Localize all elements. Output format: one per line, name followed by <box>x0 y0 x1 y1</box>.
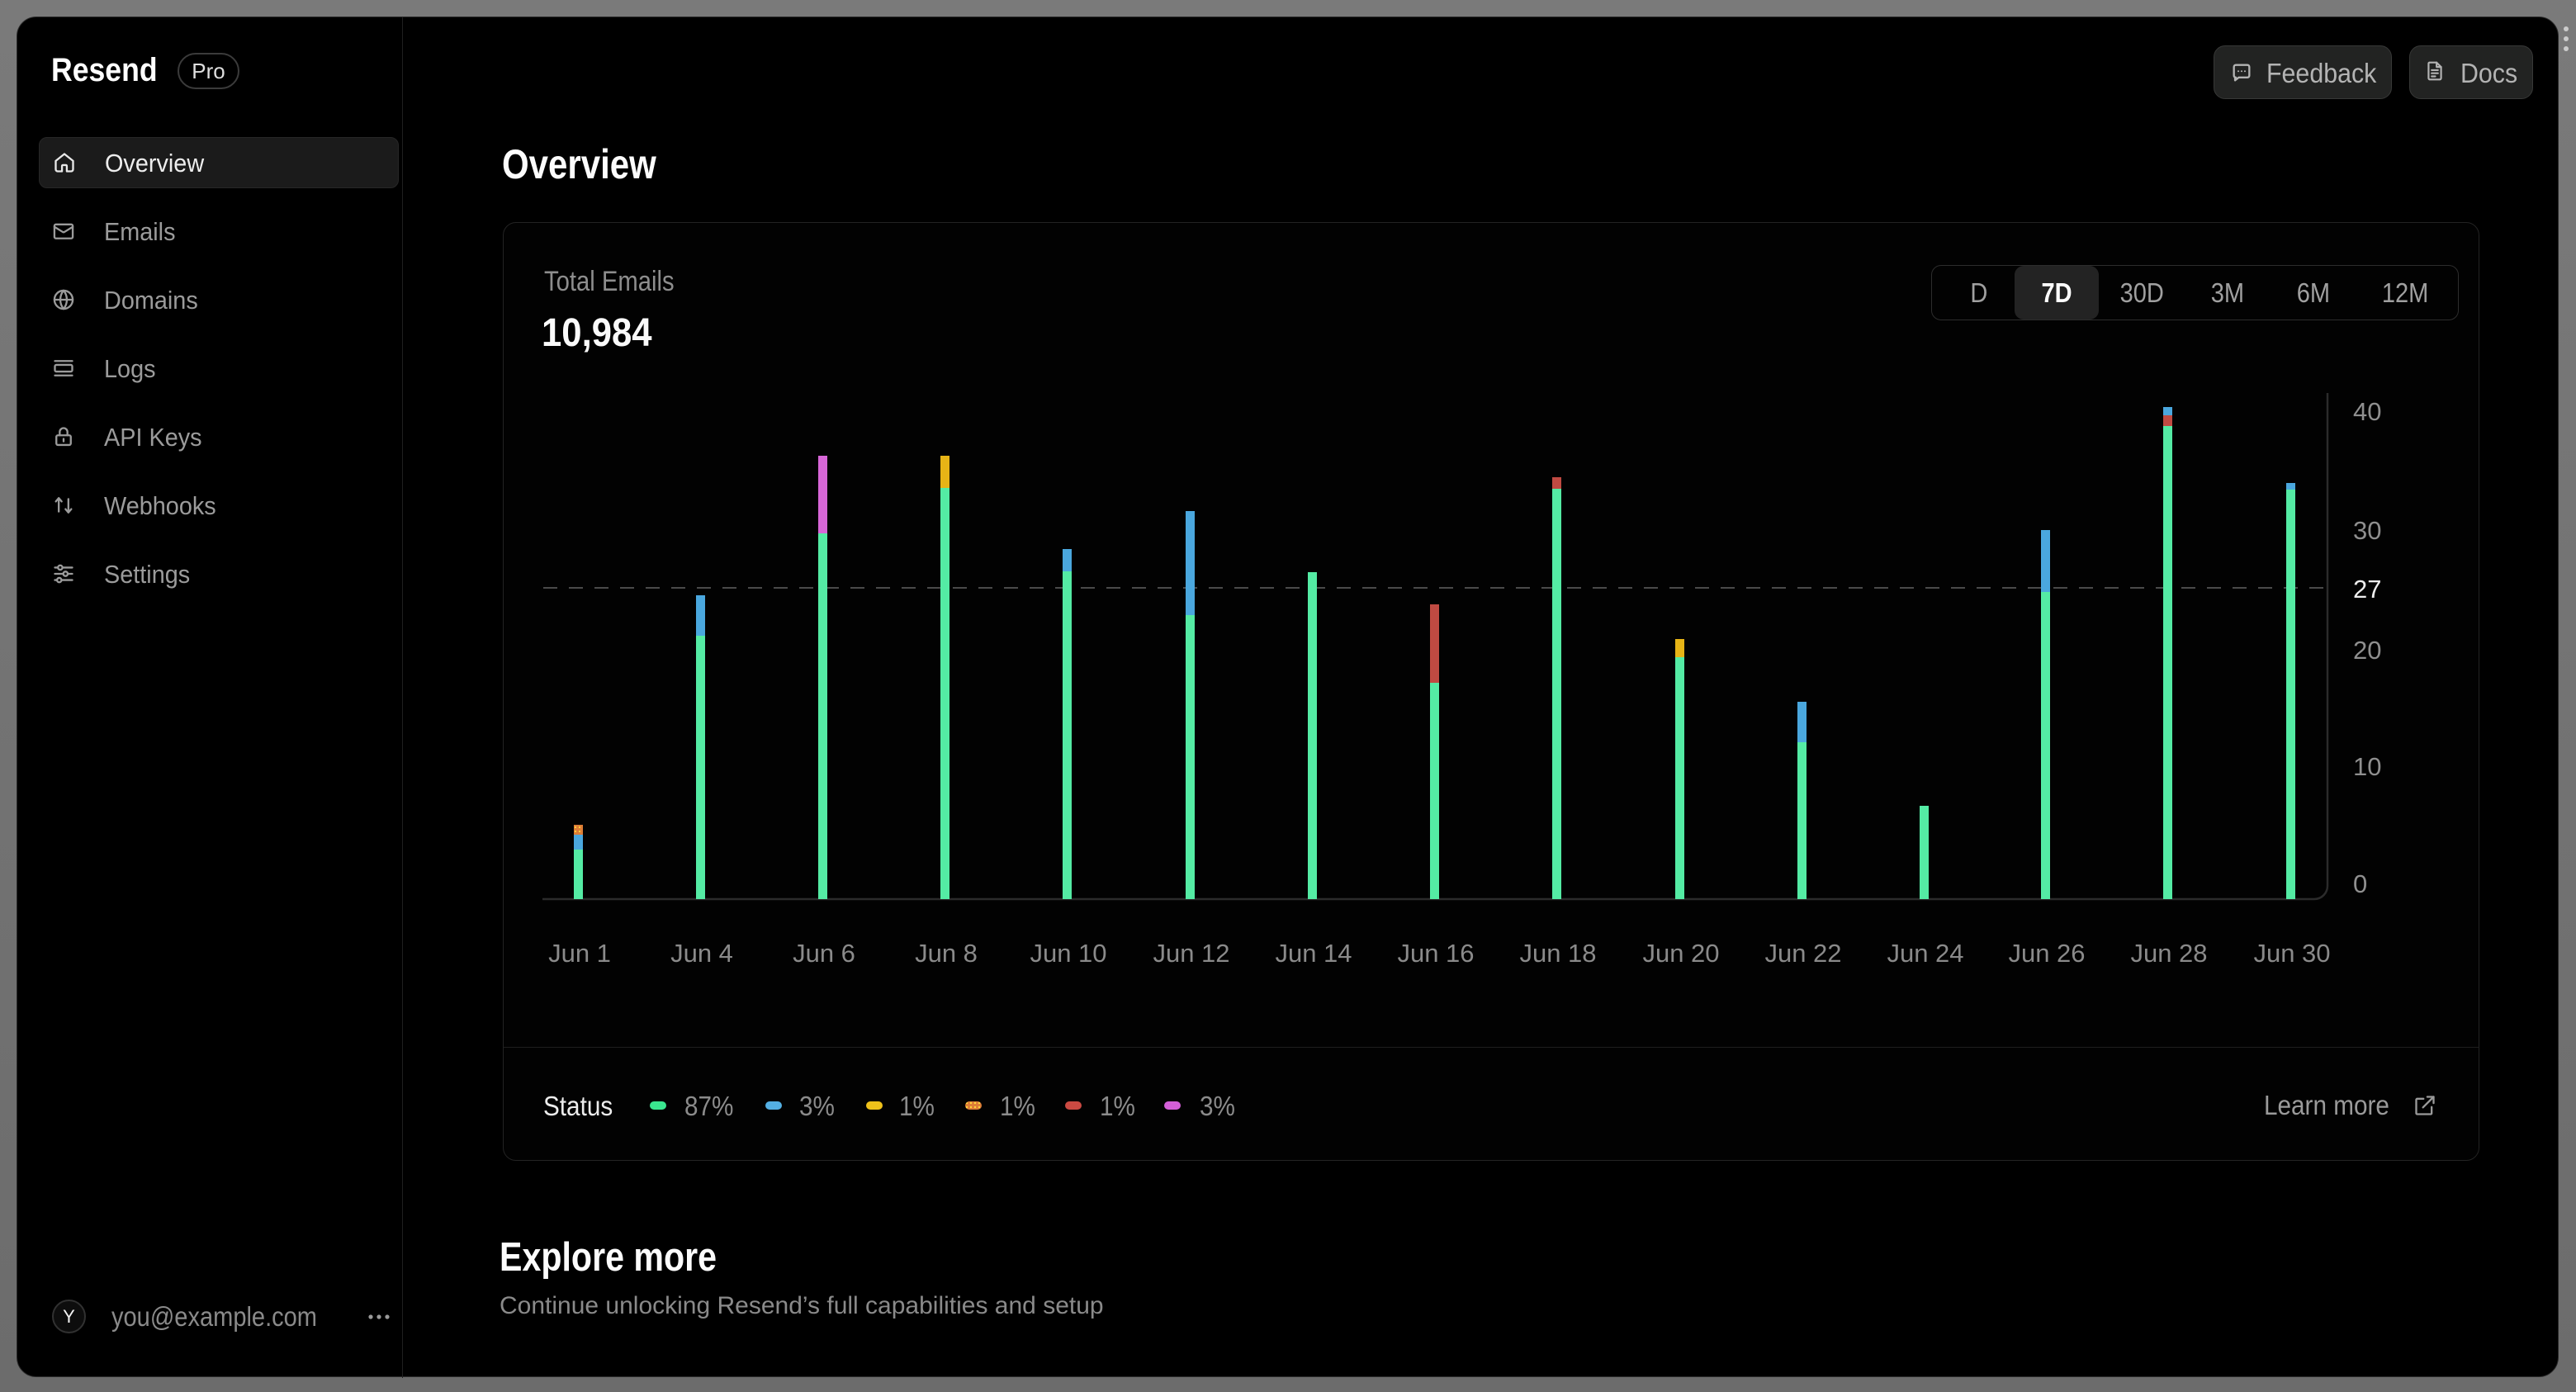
svg-text:Jun 4: Jun 4 <box>670 939 733 968</box>
svg-text:10: 10 <box>2353 752 2381 781</box>
svg-text:40: 40 <box>2353 397 2381 426</box>
svg-text:Jun 8: Jun 8 <box>915 939 978 968</box>
svg-text:Jun 6: Jun 6 <box>793 939 855 968</box>
svg-text:Jun 18: Jun 18 <box>1519 939 1596 968</box>
svg-text:Jun 22: Jun 22 <box>1764 939 1841 968</box>
svg-text:Jun 14: Jun 14 <box>1275 939 1352 968</box>
svg-text:Jun 26: Jun 26 <box>2008 939 2085 968</box>
svg-text:Jun 28: Jun 28 <box>2130 939 2207 968</box>
svg-text:Jun 1: Jun 1 <box>548 939 611 968</box>
svg-text:Jun 16: Jun 16 <box>1397 939 1474 968</box>
svg-text:20: 20 <box>2353 636 2381 665</box>
svg-text:Jun 12: Jun 12 <box>1153 939 1229 968</box>
svg-text:Jun 10: Jun 10 <box>1030 939 1106 968</box>
svg-text:0: 0 <box>2353 869 2367 898</box>
svg-text:Jun 24: Jun 24 <box>1887 939 1963 968</box>
svg-text:Jun 30: Jun 30 <box>2253 939 2330 968</box>
svg-text:Jun 20: Jun 20 <box>1642 939 1719 968</box>
svg-text:27: 27 <box>2353 575 2381 604</box>
svg-text:30: 30 <box>2353 516 2381 545</box>
